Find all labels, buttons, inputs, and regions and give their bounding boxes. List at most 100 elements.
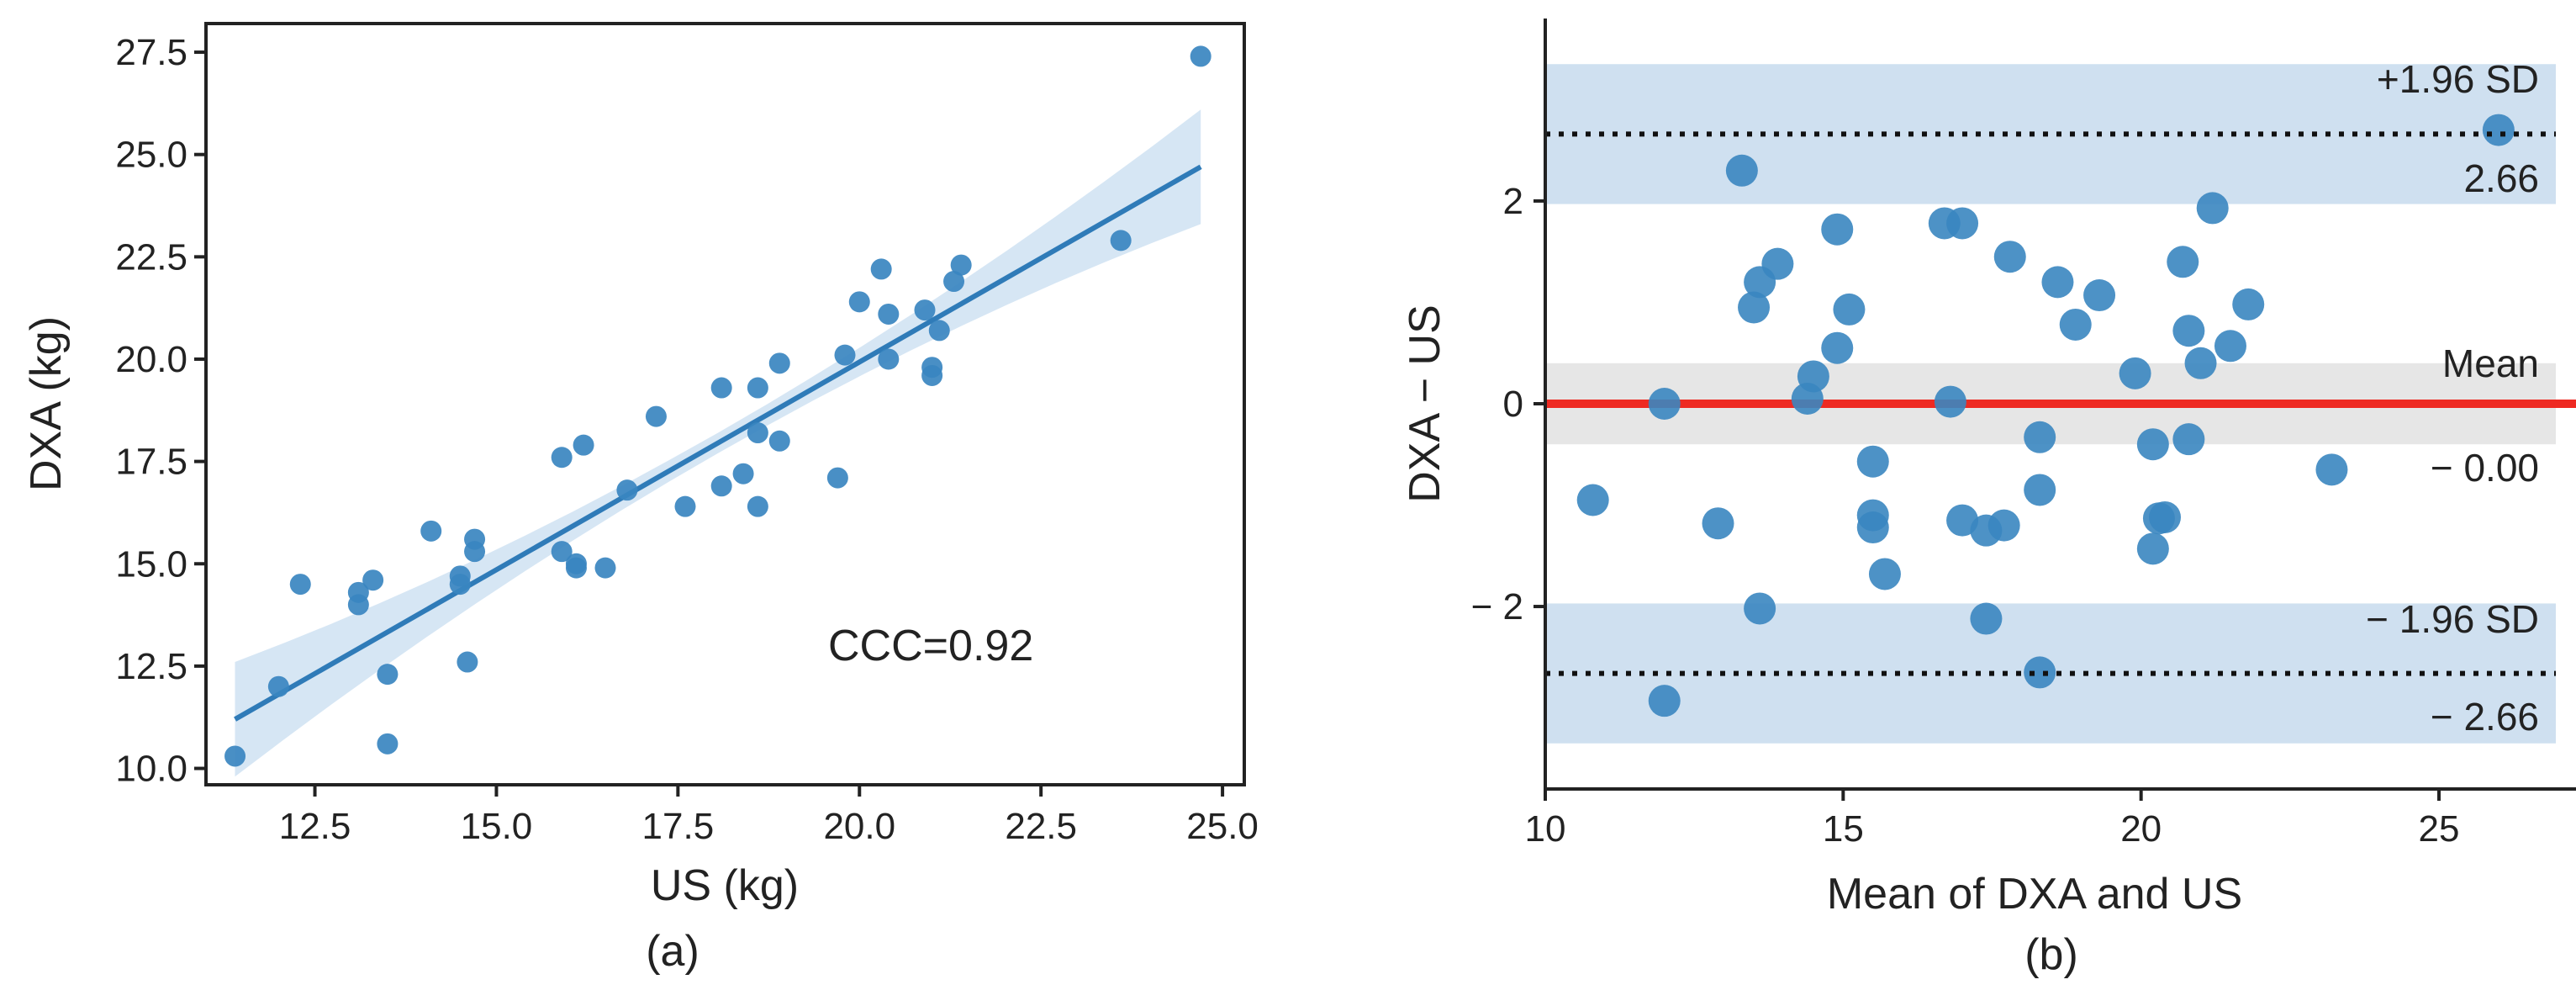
scatter-point xyxy=(870,258,892,280)
scatter-point xyxy=(2041,266,2074,299)
scatter-point xyxy=(710,475,732,497)
scatter-point xyxy=(921,364,943,386)
scatter-point xyxy=(449,565,471,587)
scatter-point xyxy=(2232,288,2265,320)
scatter-point xyxy=(768,352,790,374)
y-tick-label: 17.5 xyxy=(115,442,187,483)
scatter-point xyxy=(594,557,616,579)
y-tick-label: 0 xyxy=(1503,384,1523,425)
scatter-point xyxy=(928,320,950,342)
upper-loa-band xyxy=(1545,64,2556,204)
scatter-point xyxy=(464,541,486,563)
scatter-point xyxy=(2184,347,2217,379)
y-tick-label: 15.0 xyxy=(115,543,187,585)
y-tick-label: − 2 xyxy=(1471,586,1523,627)
y-tick-label: 22.5 xyxy=(115,236,187,278)
scatter-point xyxy=(2167,246,2199,278)
scatter-point xyxy=(1821,213,1854,246)
scatter-point xyxy=(1821,331,1854,364)
scatter-point xyxy=(551,541,573,563)
scatter-point xyxy=(289,574,311,596)
x-axis-label: Mean of DXA and US xyxy=(1827,870,2242,919)
scatter-point xyxy=(616,479,638,501)
scatter-point xyxy=(2482,114,2515,146)
scatter-point xyxy=(2024,474,2056,506)
x-tick-label: 17.5 xyxy=(642,806,715,847)
x-tick-label: 10 xyxy=(1525,808,1566,850)
x-axis-ticks: 12.5 15.0 17.5 20.0 22.5 25.0 xyxy=(279,785,1259,847)
scatter-point xyxy=(347,594,369,616)
upper-loa-label: +1.96 SD xyxy=(2377,57,2539,101)
scatter-point xyxy=(834,344,856,366)
scatter-point xyxy=(747,377,768,399)
scatter-point xyxy=(2172,315,2205,347)
scatter-point xyxy=(768,430,790,452)
y-tick-label: 12.5 xyxy=(115,646,187,687)
scatter-point xyxy=(1648,388,1681,420)
scatter-point xyxy=(826,467,848,489)
y-tick-label: 27.5 xyxy=(115,32,187,73)
scatter-point xyxy=(573,434,594,456)
x-tick-label: 22.5 xyxy=(1005,806,1077,847)
y-axis-label: DXA − US xyxy=(1401,304,1449,503)
scatter-point xyxy=(2149,500,2182,533)
scatter-point xyxy=(1934,385,1966,418)
plot-frame xyxy=(204,22,1246,786)
scatter-point xyxy=(1970,602,2003,635)
scatter-point xyxy=(2315,453,2348,486)
y-tick-label: 20.0 xyxy=(115,339,187,380)
scatter-point xyxy=(2024,421,2056,453)
y-tick-label: 25.0 xyxy=(115,135,187,176)
scatter-point xyxy=(2024,656,2056,689)
scatter-point xyxy=(2136,428,2169,461)
scatter-point xyxy=(2136,532,2169,565)
scatter-points xyxy=(224,45,1211,767)
scatter-point xyxy=(732,463,754,484)
scatter-point xyxy=(224,745,246,767)
scatter-point xyxy=(1946,207,1979,240)
scatter-point xyxy=(848,291,870,313)
scatter-point xyxy=(1833,293,1866,326)
scatter-point xyxy=(1856,445,1889,478)
scatter-point xyxy=(914,299,936,321)
scatter-point xyxy=(1868,558,1901,590)
x-tick-label: 20 xyxy=(2120,808,2162,850)
scatter-point xyxy=(950,254,972,276)
scatter-point xyxy=(878,348,900,370)
mean-label: Mean xyxy=(2442,342,2539,385)
scatter-point xyxy=(2083,279,2116,312)
scatter-point xyxy=(1190,45,1211,67)
panel-a-scatter: 12.5 15.0 17.5 20.0 22.5 25.0 10.0 12.5 15.0 17.… xyxy=(22,22,1259,976)
scatter-point xyxy=(1725,154,1758,187)
scatter-point xyxy=(1761,247,1794,280)
y-axis-ticks: − 2 0 2 xyxy=(1471,181,1545,627)
scatter-point xyxy=(710,377,732,399)
x-axis-label: US (kg) xyxy=(651,861,799,910)
regression-line xyxy=(234,164,1202,722)
scatter-point xyxy=(2196,192,2229,225)
y-tick-label: 2 xyxy=(1503,181,1523,222)
scatter-points xyxy=(1576,114,2515,717)
scatter-point xyxy=(1797,360,1829,393)
scatter-point xyxy=(645,405,667,427)
scatter-point xyxy=(2119,357,2151,389)
y-tick-label: 10.0 xyxy=(115,749,187,790)
y-axis-ticks: 10.0 12.5 15.0 17.5 20.0 22.5 25.0 27.5 xyxy=(115,32,206,790)
scatter-point xyxy=(2059,308,2092,341)
mean-value: − 0.00 xyxy=(2431,446,2539,490)
scatter-point xyxy=(1946,504,1979,537)
scatter-point xyxy=(551,447,573,469)
scatter-point xyxy=(1987,509,2020,542)
x-axis-ticks: 10 15 20 25 xyxy=(1525,789,2460,850)
x-tick-label: 15.0 xyxy=(461,806,533,847)
x-tick-label: 12.5 xyxy=(279,806,351,847)
scatter-point xyxy=(878,303,900,325)
x-tick-label: 25 xyxy=(2419,808,2460,850)
scatter-point xyxy=(377,664,399,686)
scatter-point xyxy=(1702,507,1734,540)
x-tick-label: 15 xyxy=(1823,808,1864,850)
scatter-point xyxy=(747,422,768,444)
scatter-point xyxy=(565,557,587,579)
scatter-point xyxy=(1648,685,1681,717)
